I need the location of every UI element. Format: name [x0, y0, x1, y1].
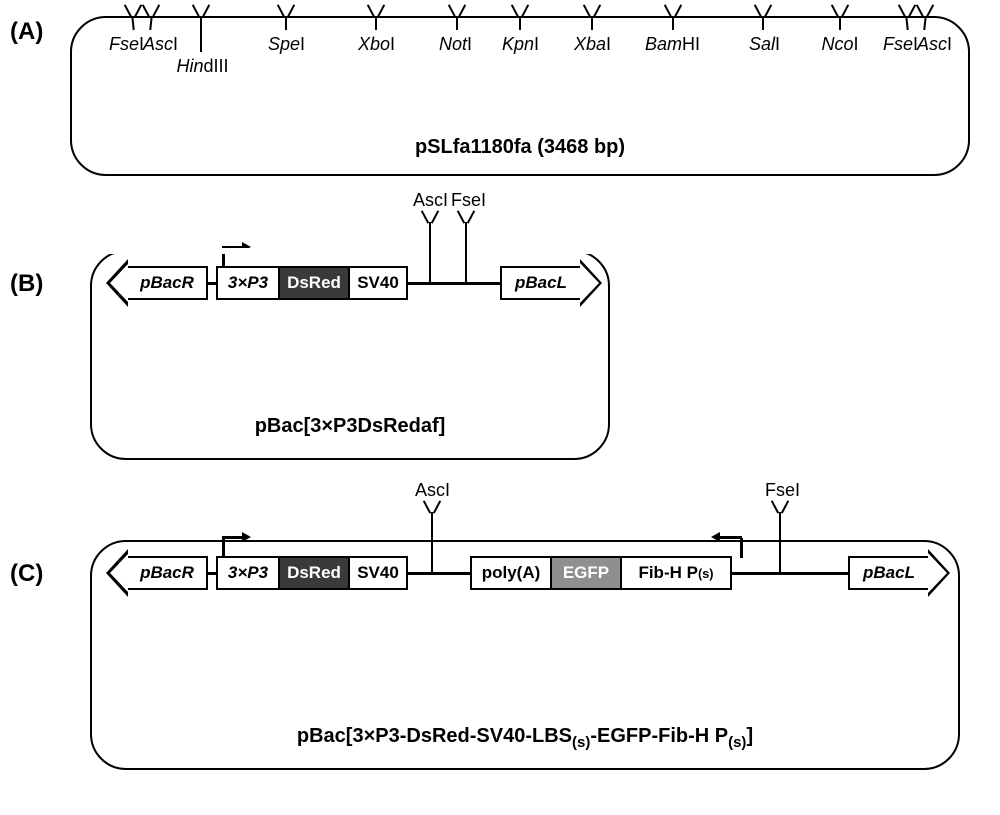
- restriction-site-label: BamHI: [645, 34, 700, 55]
- restriction-site-marker: FseI: [779, 512, 781, 572]
- terminal-repeat-arrow: pBacR: [106, 556, 208, 590]
- restriction-site-tick: [285, 16, 287, 30]
- terminal-repeat-arrow: pBacL: [848, 556, 950, 590]
- cassette-segment: poly(A): [470, 556, 552, 590]
- plasmid-name: pBac[3×P3-DsRed-SV40-LBS(s)-EGFP-Fib-H P…: [297, 725, 753, 751]
- gene-cassette: poly(A)EGFPFib-H P(s): [470, 556, 732, 590]
- cassette-segment: 3×P3: [216, 556, 280, 590]
- cassette-segment: SV40: [350, 556, 408, 590]
- restriction-site-tick: [839, 16, 841, 30]
- panel-label: (B): [10, 270, 43, 298]
- restriction-site-label: AscI: [917, 34, 952, 55]
- restriction-site-tick: [519, 16, 521, 30]
- plasmid-name: pBac[3×P3DsRedaf]: [255, 415, 446, 438]
- restriction-site-label: SpeI: [268, 34, 305, 55]
- gene-cassette: 3×P3DsRedSV40: [216, 266, 408, 300]
- panel-label: (C): [10, 560, 43, 588]
- restriction-site-tick: [591, 16, 593, 30]
- restriction-site-label: NcoI: [822, 34, 859, 55]
- cassette-segment: EGFP: [552, 556, 622, 590]
- cassette-segment: SV40: [350, 266, 408, 300]
- cassette-segment: DsRed: [280, 556, 350, 590]
- cassette-segment: 3×P3: [216, 266, 280, 300]
- restriction-site-tick: [200, 16, 202, 52]
- plasmid-name: pSLfa1180fa (3468 bp): [415, 136, 625, 159]
- restriction-site-label: FseI: [883, 34, 918, 55]
- cassette-segment: DsRed: [280, 266, 350, 300]
- restriction-site-label: KpnI: [502, 34, 539, 55]
- restriction-site-tick: [672, 16, 674, 30]
- restriction-site-label: NotI: [439, 34, 472, 55]
- restriction-site-label: SalI: [749, 34, 780, 55]
- promoter-arrow-icon: [222, 536, 252, 558]
- panel-label: (A): [10, 18, 43, 46]
- restriction-site-tick: [375, 16, 377, 30]
- restriction-site-marker: FseI: [465, 222, 467, 282]
- restriction-site-label: AscI: [143, 34, 178, 55]
- cassette-segment: Fib-H P(s): [622, 556, 732, 590]
- restriction-site-label: FseI: [109, 34, 144, 55]
- restriction-site-label: HindIII: [177, 56, 229, 77]
- restriction-site-tick: [456, 16, 458, 30]
- restriction-site-marker: AscI: [431, 512, 433, 572]
- terminal-repeat-arrow: pBacL: [500, 266, 602, 300]
- restriction-site-label: XbaI: [574, 34, 611, 55]
- restriction-site-label: XboI: [358, 34, 395, 55]
- gene-cassette: 3×P3DsRedSV40: [216, 556, 408, 590]
- promoter-arrow-icon: [712, 536, 742, 558]
- restriction-site-tick: [762, 16, 764, 30]
- terminal-repeat-arrow: pBacR: [106, 266, 208, 300]
- restriction-site-marker: AscI: [429, 222, 431, 282]
